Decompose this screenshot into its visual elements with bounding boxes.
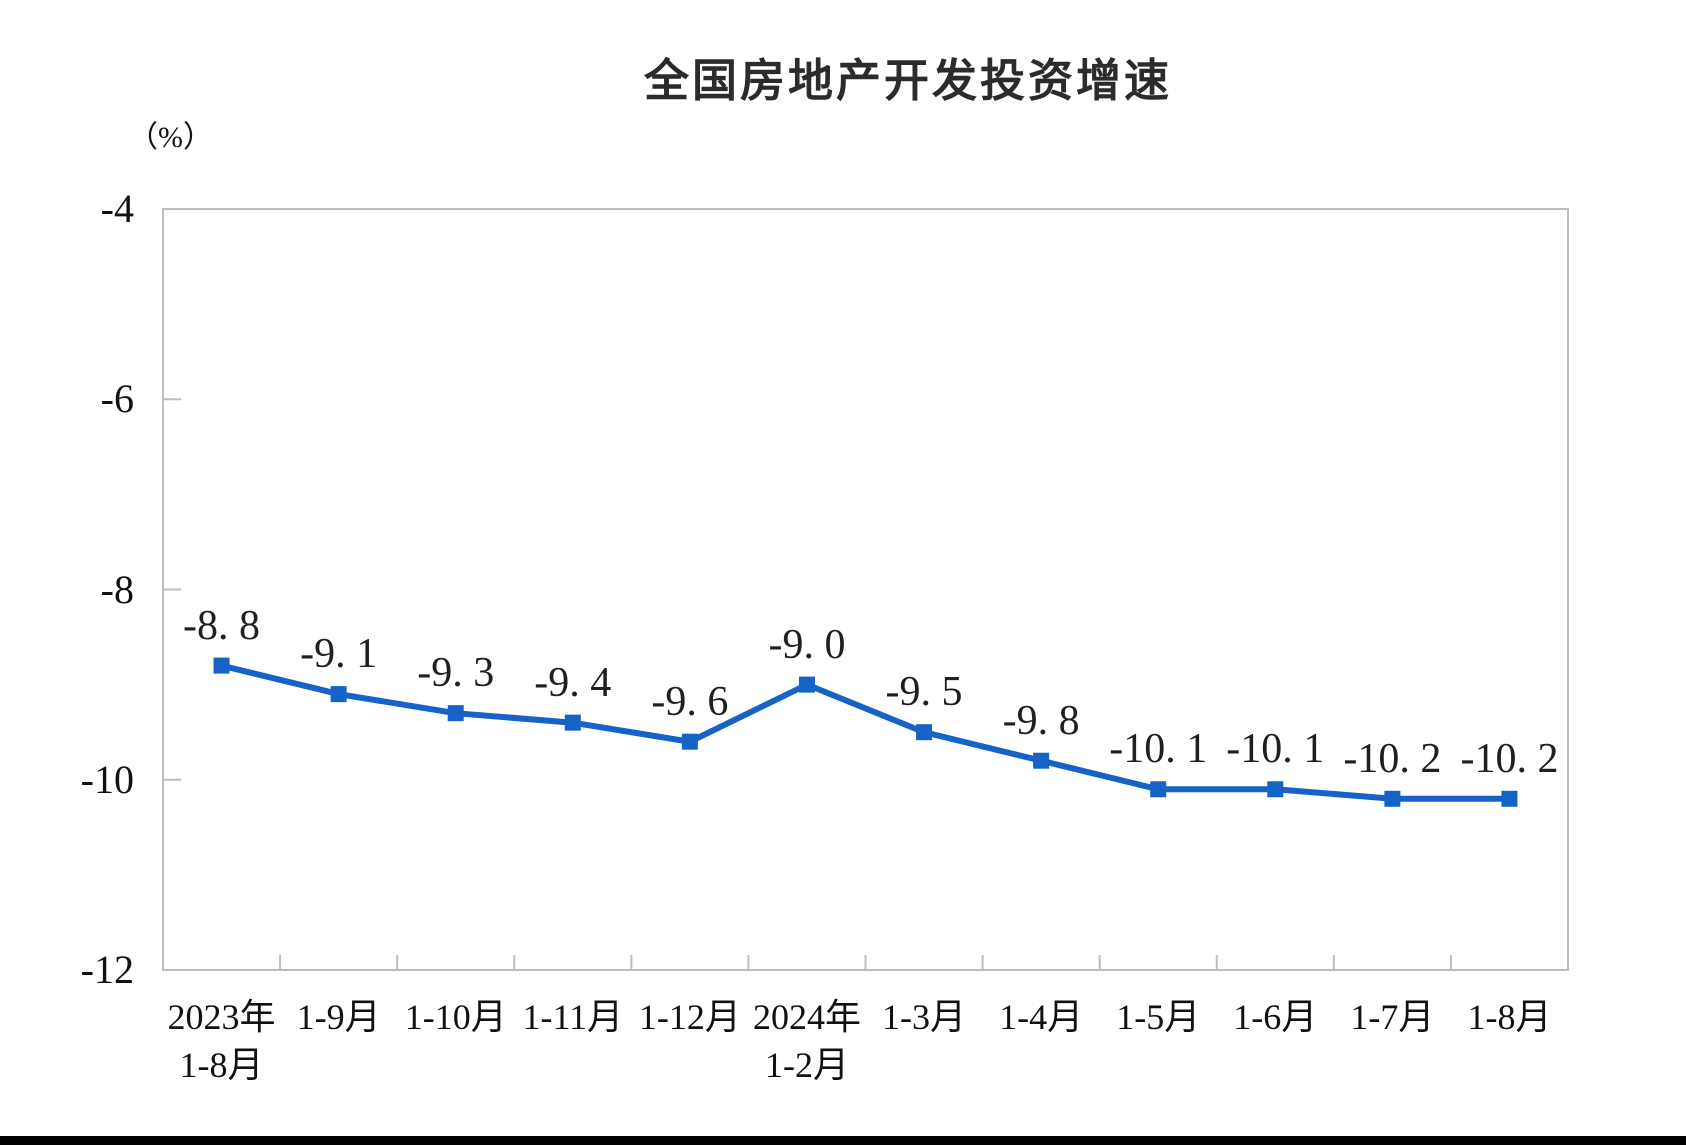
- data-label: -10. 1: [1226, 726, 1325, 773]
- data-label: -9. 1: [300, 631, 378, 678]
- data-label: -8. 8: [183, 602, 261, 649]
- chart-title: 全国房地产开发投资增速: [643, 55, 1173, 106]
- x-tick-label: 2024年: [752, 997, 861, 1037]
- data-point-marker: [1033, 752, 1050, 769]
- x-tick-label: 1-3月: [882, 997, 967, 1037]
- y-tick-label: -10: [80, 756, 134, 802]
- data-point-marker: [1267, 781, 1284, 798]
- data-point-marker: [1150, 781, 1167, 798]
- data-label: -9. 6: [651, 678, 729, 725]
- data-label: -9. 5: [885, 669, 963, 716]
- y-tick-label: -12: [80, 947, 134, 992]
- plot-border: [162, 208, 1569, 971]
- line-series: [220, 662, 1510, 802]
- data-label: -10. 2: [1460, 735, 1559, 782]
- x-tick-label: 1-4月: [999, 997, 1084, 1037]
- bottom-edge-bar: [0, 1136, 1686, 1145]
- data-point-marker: [681, 733, 698, 750]
- data-label: -10. 1: [1109, 726, 1208, 773]
- y-tick-label: -4: [100, 186, 134, 231]
- x-tick-label: 1-5月: [1116, 997, 1201, 1037]
- data-label: -10. 2: [1343, 735, 1442, 782]
- y-tick-label: -6: [100, 376, 134, 422]
- data-label: -9. 0: [768, 621, 846, 668]
- x-tick-label: 1-6月: [1233, 997, 1318, 1037]
- data-label: -9. 3: [417, 650, 495, 697]
- x-tick-label: 1-7月: [1350, 997, 1435, 1037]
- x-tick-label-line2: 1-2月: [764, 1045, 849, 1085]
- data-label: -9. 4: [534, 659, 612, 706]
- y-axis-unit-label: （%）: [128, 121, 213, 154]
- y-tick-label: -8: [100, 566, 134, 612]
- data-point-marker: [1384, 790, 1401, 807]
- data-point-marker: [916, 724, 933, 741]
- data-point-marker: [213, 657, 230, 674]
- data-point-marker: [330, 686, 347, 703]
- x-tick-label: 1-8月: [1467, 997, 1552, 1037]
- x-tick-label: 1-11月: [522, 997, 624, 1037]
- data-point-marker: [1501, 790, 1518, 807]
- x-tick-label: 1-12月: [638, 997, 741, 1037]
- data-point-marker: [564, 714, 581, 731]
- x-tick-label: 1-10月: [404, 997, 507, 1037]
- data-point-marker: [798, 676, 815, 693]
- x-tick-label-line2: 1-8月: [179, 1045, 264, 1085]
- data-point-marker: [447, 705, 464, 722]
- x-tick-label: 2023年: [167, 997, 276, 1037]
- data-label: -9. 8: [1002, 697, 1080, 744]
- x-tick-label: 1-9月: [296, 997, 381, 1037]
